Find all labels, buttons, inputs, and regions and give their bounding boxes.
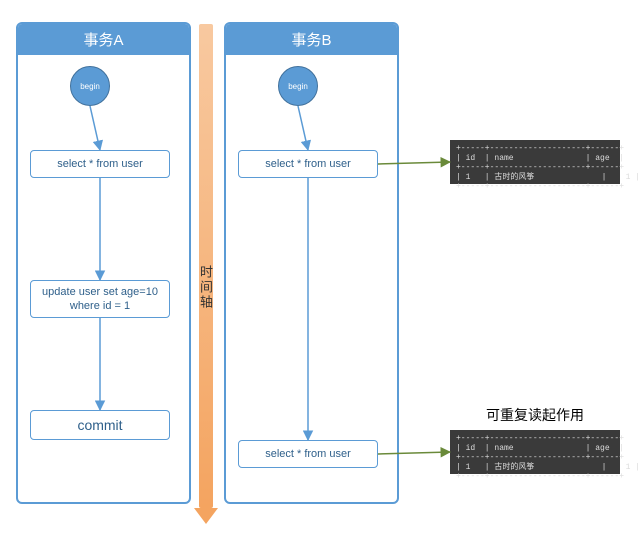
select-a-step: select * from user	[30, 150, 170, 178]
time-axis-label: 时间轴	[196, 265, 215, 310]
update-a-step: update user set age=10where id = 1	[30, 280, 170, 318]
commit-a-label: commit	[77, 416, 122, 434]
select-a-label: select * from user	[57, 157, 143, 171]
select-b2-step: select * from user	[238, 440, 378, 468]
result-table-2: +-----+--------------------+------+ | id…	[450, 430, 620, 474]
select-b1-step: select * from user	[238, 150, 378, 178]
time-axis-arrow-icon	[194, 508, 218, 524]
select-b2-label: select * from user	[265, 447, 351, 461]
select-b1-label: select * from user	[265, 157, 351, 171]
begin-b-label: begin	[288, 82, 308, 91]
begin-b-node: begin	[278, 66, 318, 106]
repeatable-read-label: 可重复读起作用	[486, 407, 584, 423]
update-a-label: update user set age=10where id = 1	[42, 285, 158, 314]
begin-a-label: begin	[80, 82, 100, 91]
commit-a-step: commit	[30, 410, 170, 440]
begin-a-node: begin	[70, 66, 110, 106]
repeatable-read-annotation: 可重复读起作用	[470, 405, 600, 425]
result-table-1: +-----+--------------------+------+ | id…	[450, 140, 620, 184]
